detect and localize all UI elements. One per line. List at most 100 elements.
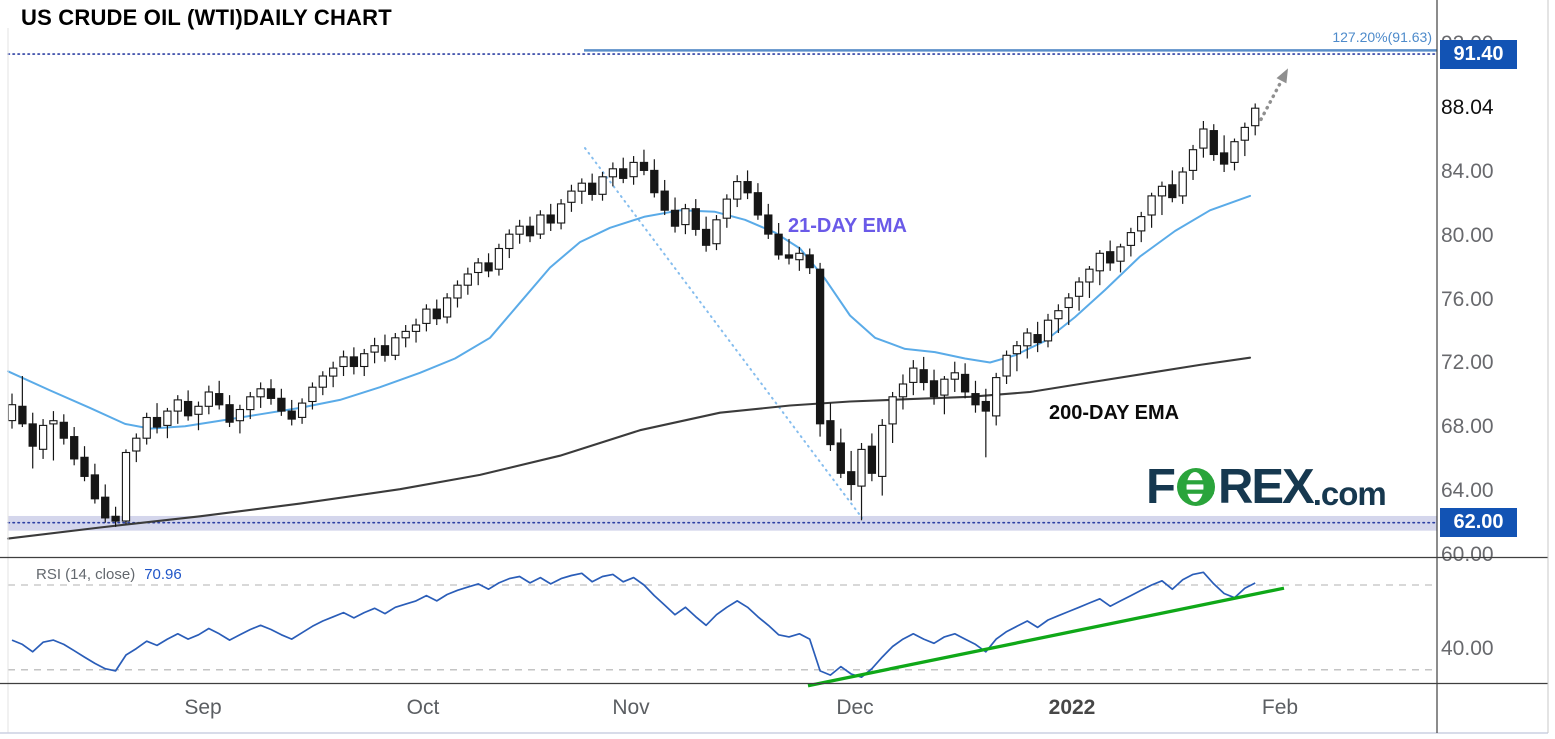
candle-body	[1209, 130, 1218, 156]
candle-body	[919, 369, 928, 384]
price-tick: 80.00	[1441, 223, 1494, 247]
candle-body	[1002, 354, 1011, 377]
price-badge: 62.00	[1440, 508, 1517, 538]
candle-body	[774, 233, 783, 256]
candle-body	[204, 391, 213, 407]
price-tick: 84.00	[1441, 160, 1494, 183]
candle-body	[878, 424, 887, 477]
candle-body	[1126, 232, 1136, 246]
candle-body	[753, 192, 763, 216]
candle-body	[681, 208, 690, 226]
candle-body	[1043, 319, 1053, 342]
candle-body	[494, 247, 504, 270]
candle-body	[795, 252, 804, 261]
candle-body	[422, 308, 431, 324]
candle-body	[929, 380, 939, 398]
logo-text-com: .com	[1312, 475, 1387, 512]
candle-body	[90, 474, 100, 500]
candle-body	[639, 161, 649, 171]
candle-body	[629, 161, 638, 178]
candle-body	[256, 388, 265, 398]
candle-body	[764, 214, 773, 235]
candle-body	[815, 268, 825, 425]
candle-body	[1188, 149, 1198, 171]
candle-body	[297, 402, 307, 418]
candle-body	[215, 393, 224, 406]
candle-body	[1095, 252, 1104, 272]
price-tick: 64.00	[1441, 478, 1494, 502]
candle-body	[1064, 297, 1073, 309]
candle-body	[453, 284, 462, 299]
candle-body	[556, 203, 566, 224]
candle-body	[867, 445, 877, 474]
downtrend-dotted-line[interactable]	[584, 147, 863, 519]
rsi-line	[11, 571, 1256, 679]
candle-body	[287, 410, 296, 420]
candle-body	[49, 420, 58, 425]
candle-body	[1251, 107, 1260, 127]
price-tick: 68.00	[1441, 415, 1494, 439]
candle-body	[225, 404, 234, 423]
candle-body	[505, 233, 514, 250]
candle-body	[598, 176, 607, 195]
candle-body	[950, 372, 959, 380]
time-axis-label: Oct	[406, 696, 440, 719]
candle-body	[173, 399, 182, 412]
candle-body	[152, 416, 162, 428]
candle-body	[826, 420, 835, 446]
candle-body	[1199, 128, 1208, 149]
candle-body	[38, 424, 48, 450]
candle-body	[1230, 141, 1239, 163]
candle-body	[992, 377, 1001, 417]
time-axis-label: Nov	[612, 696, 650, 719]
candle-body	[743, 181, 752, 194]
rsi-support-trendline[interactable]	[807, 586, 1285, 688]
candle-body	[194, 405, 203, 415]
time-axis-label: Feb	[1261, 696, 1299, 719]
candle-body	[909, 367, 918, 383]
candle-body	[940, 378, 949, 396]
candle-body	[898, 383, 908, 398]
candle-body	[246, 396, 255, 411]
candle-body	[722, 198, 731, 219]
price-tick: 76.00	[1441, 287, 1494, 311]
candle-body	[1147, 195, 1156, 216]
candle-body	[380, 345, 390, 356]
candle-body	[432, 308, 441, 320]
candle-body	[80, 456, 89, 477]
candle-body	[411, 324, 421, 332]
candle-body	[474, 262, 483, 274]
candle-body	[1137, 216, 1146, 232]
candle-body	[163, 410, 172, 426]
candle-body	[1219, 152, 1229, 165]
candle-body	[391, 337, 400, 356]
candle-body	[660, 190, 669, 211]
candle-body	[1116, 246, 1125, 262]
candle-body	[59, 421, 68, 439]
candle-body	[1012, 345, 1022, 355]
candle-body	[1178, 171, 1187, 197]
candle-body	[121, 451, 131, 522]
candle-body	[318, 375, 327, 388]
candle-body	[836, 442, 845, 474]
candle-body	[857, 448, 866, 487]
breakout-arrow-tail[interactable]	[1259, 77, 1285, 122]
candle-body	[588, 182, 597, 195]
candle-body	[577, 182, 586, 192]
candle-body	[546, 214, 555, 224]
rsi-name: RSI (14, close)	[36, 566, 136, 583]
time-axis-label: 2022	[1048, 696, 1096, 719]
candle-body	[567, 190, 576, 203]
candle-body	[1023, 332, 1032, 347]
price-badge: 91.40	[1440, 39, 1517, 69]
candle-body	[525, 225, 535, 237]
candle-body	[691, 208, 700, 230]
logo-text-rex: REX	[1217, 460, 1315, 514]
candle-body	[515, 225, 524, 235]
ema200-line	[6, 356, 1252, 540]
ema21-label: 21-DAY EMA	[788, 215, 907, 237]
rsi-indicator-label: RSI (14, close) 70.96	[36, 566, 182, 583]
candle-body	[18, 405, 27, 425]
candle-body	[142, 416, 151, 439]
